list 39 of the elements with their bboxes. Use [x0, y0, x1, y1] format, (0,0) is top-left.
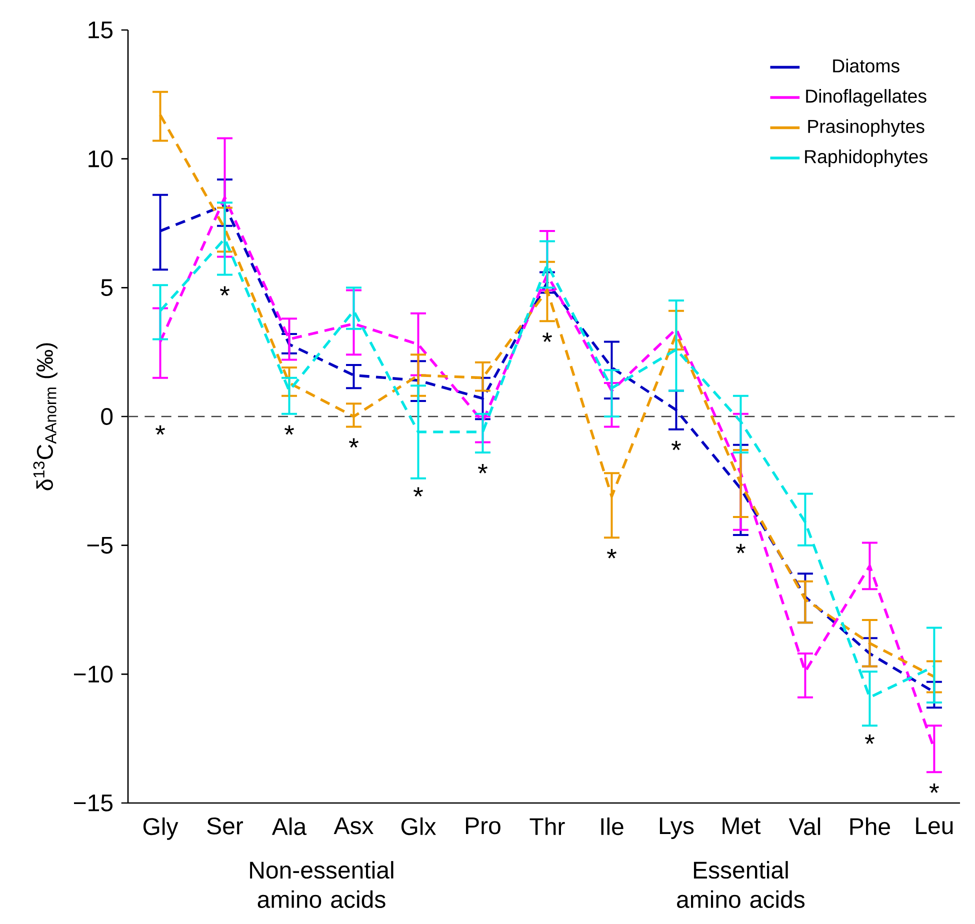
- annotation: *: [929, 784, 939, 793]
- annotation: *: [156, 425, 166, 435]
- x-tick-label: Thr: [530, 817, 565, 835]
- annotation: *: [606, 549, 616, 558]
- x-tick-label: Lys: [660, 817, 694, 839]
- x-tick-label: Leu: [916, 817, 953, 834]
- y-tick-label: −15: [74, 794, 112, 812]
- y-tick-label: 15: [88, 22, 112, 38]
- annotation: *: [542, 332, 552, 342]
- y-tick-label: 5: [101, 279, 113, 296]
- x-tick-label: Ser: [207, 817, 244, 834]
- legend-label: Raphidophytes: [805, 150, 928, 167]
- text: Non-essential amino acids: [250, 861, 394, 908]
- annotation: *: [220, 286, 230, 296]
- x-tick-label: Ile: [601, 817, 624, 836]
- annotation: *: [413, 487, 423, 497]
- annotation: *: [864, 734, 874, 744]
- legend-label: Prasinophytes: [808, 119, 924, 137]
- y-tick-label: 10: [88, 150, 113, 168]
- legend-label: Diatoms: [833, 58, 900, 72]
- x-tick-label: Glx: [401, 817, 436, 836]
- x-tick-label: Val: [788, 817, 820, 836]
- x-tick-label: Gly: [143, 817, 178, 840]
- x-tick-label: Phe: [850, 817, 890, 836]
- y-tick-label: −10: [74, 666, 113, 683]
- x-tick-label: Met: [722, 817, 761, 834]
- annotation: *: [284, 425, 294, 435]
- annotation: *: [478, 464, 488, 474]
- y-tick-label: −5: [87, 536, 113, 554]
- annotation: *: [736, 544, 746, 554]
- text: Essential amino acids: [677, 861, 805, 908]
- x-tick-label: Pro: [466, 817, 500, 834]
- y-tick-label: 0: [101, 408, 113, 425]
- x-tick-label: Asx: [334, 817, 374, 834]
- y-axis-title: δ$^{13}$C$_{AAnorm}$ (‰): [33, 343, 58, 490]
- x-tick-label: Ala: [272, 817, 307, 836]
- annotation: *: [671, 440, 681, 450]
- annotation: *: [348, 438, 359, 448]
- legend-label: Dinoflagellates: [806, 89, 926, 106]
